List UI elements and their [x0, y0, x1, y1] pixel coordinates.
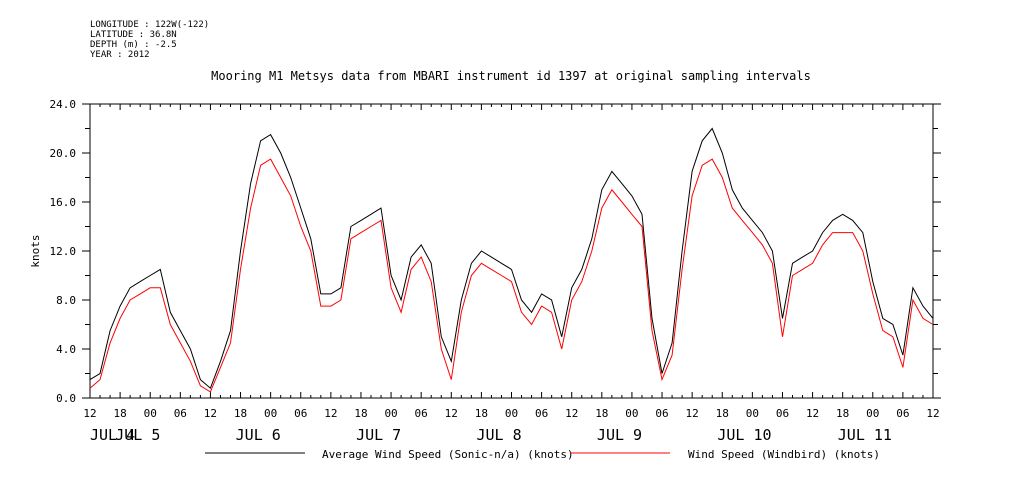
day-label: JUL 7 [356, 426, 401, 444]
y-tick-label: 4.0 [56, 343, 76, 356]
x-tick-label: 18 [595, 407, 608, 420]
longitude-text: LONGITUDE : 122W(-122) [90, 20, 210, 30]
x-tick-label: 12 [565, 407, 578, 420]
x-tick-label: 18 [234, 407, 247, 420]
x-tick-label: 18 [836, 407, 849, 420]
latitude-text: LATITUDE : 36.8N [90, 30, 177, 40]
depth-text: DEPTH (m) : -2.5 [90, 40, 177, 50]
x-tick-label: 12 [204, 407, 217, 420]
day-label: JUL 5 [115, 426, 160, 444]
day-label: JUL 11 [838, 426, 892, 444]
x-tick-label: 18 [354, 407, 367, 420]
day-label: JUL 8 [477, 426, 522, 444]
x-tick-labels: 12 18 00 06 12 18 00 06 12 18 00 06 12 18 00 06 12 18 00 06… [83, 407, 939, 420]
metadata-block: LONGITUDE : 122W(-122) LATITUDE : 36.8N … [90, 20, 209, 60]
day-label: JUL 6 [236, 426, 281, 444]
chart-title: Mooring M1 Metsys data from MBARI instru… [211, 69, 811, 83]
series-line-windbird [89, 158, 934, 393]
data-series [89, 127, 934, 393]
x-tick-label: 00 [384, 407, 397, 420]
y-tick-label: 8.0 [56, 294, 76, 307]
x-tick-label: 00 [505, 407, 518, 420]
x-tick-label: 00 [746, 407, 759, 420]
x-tick-label: 06 [294, 407, 307, 420]
x-tick-label: 06 [174, 407, 187, 420]
x-tick-label: 18 [475, 407, 488, 420]
y-tick-labels: 0.0 4.0 8.0 12.0 16.0 20.0 24.0 [50, 98, 77, 405]
day-label: JUL 9 [597, 426, 642, 444]
x-tick-label: 12 [926, 407, 939, 420]
x-tick-label: 06 [776, 407, 789, 420]
series-line-sonic [89, 127, 934, 390]
day-label: JUL 4 [90, 426, 135, 444]
y-tick-label: 20.0 [50, 147, 77, 160]
year-text: YEAR : 2012 [90, 50, 150, 60]
y-tick-label: 16.0 [50, 196, 77, 209]
x-tick-label: 18 [716, 407, 729, 420]
x-tick-label: 06 [415, 407, 428, 420]
x-tick-label: 18 [113, 407, 126, 420]
legend: Average Wind Speed (Sonic-n/a) (knots) W… [205, 448, 880, 461]
legend-label-windbird: Wind Speed (Windbird) (knots) [688, 448, 880, 461]
x-tick-label: 00 [866, 407, 879, 420]
axis-ticks [82, 103, 941, 399]
x-tick-label: 12 [83, 407, 96, 420]
y-tick-label: 24.0 [50, 98, 77, 111]
x-tick-label: 12 [445, 407, 458, 420]
x-tick-label: 00 [144, 407, 157, 420]
x-tick-label: 06 [655, 407, 668, 420]
x-tick-label: 12 [686, 407, 699, 420]
plot-frame [89, 103, 934, 399]
x-tick-label: 06 [535, 407, 548, 420]
x-tick-label: 06 [896, 407, 909, 420]
y-tick-label: 0.0 [56, 392, 76, 405]
y-axis-label: knots [29, 234, 42, 267]
y-tick-label: 12.0 [50, 245, 77, 258]
x-tick-label: 12 [324, 407, 337, 420]
legend-label-sonic: Average Wind Speed (Sonic-n/a) (knots) [322, 448, 574, 461]
x-tick-label: 00 [625, 407, 638, 420]
x-tick-label: 00 [264, 407, 277, 420]
day-label: JUL 10 [717, 426, 771, 444]
x-tick-label: 12 [806, 407, 819, 420]
